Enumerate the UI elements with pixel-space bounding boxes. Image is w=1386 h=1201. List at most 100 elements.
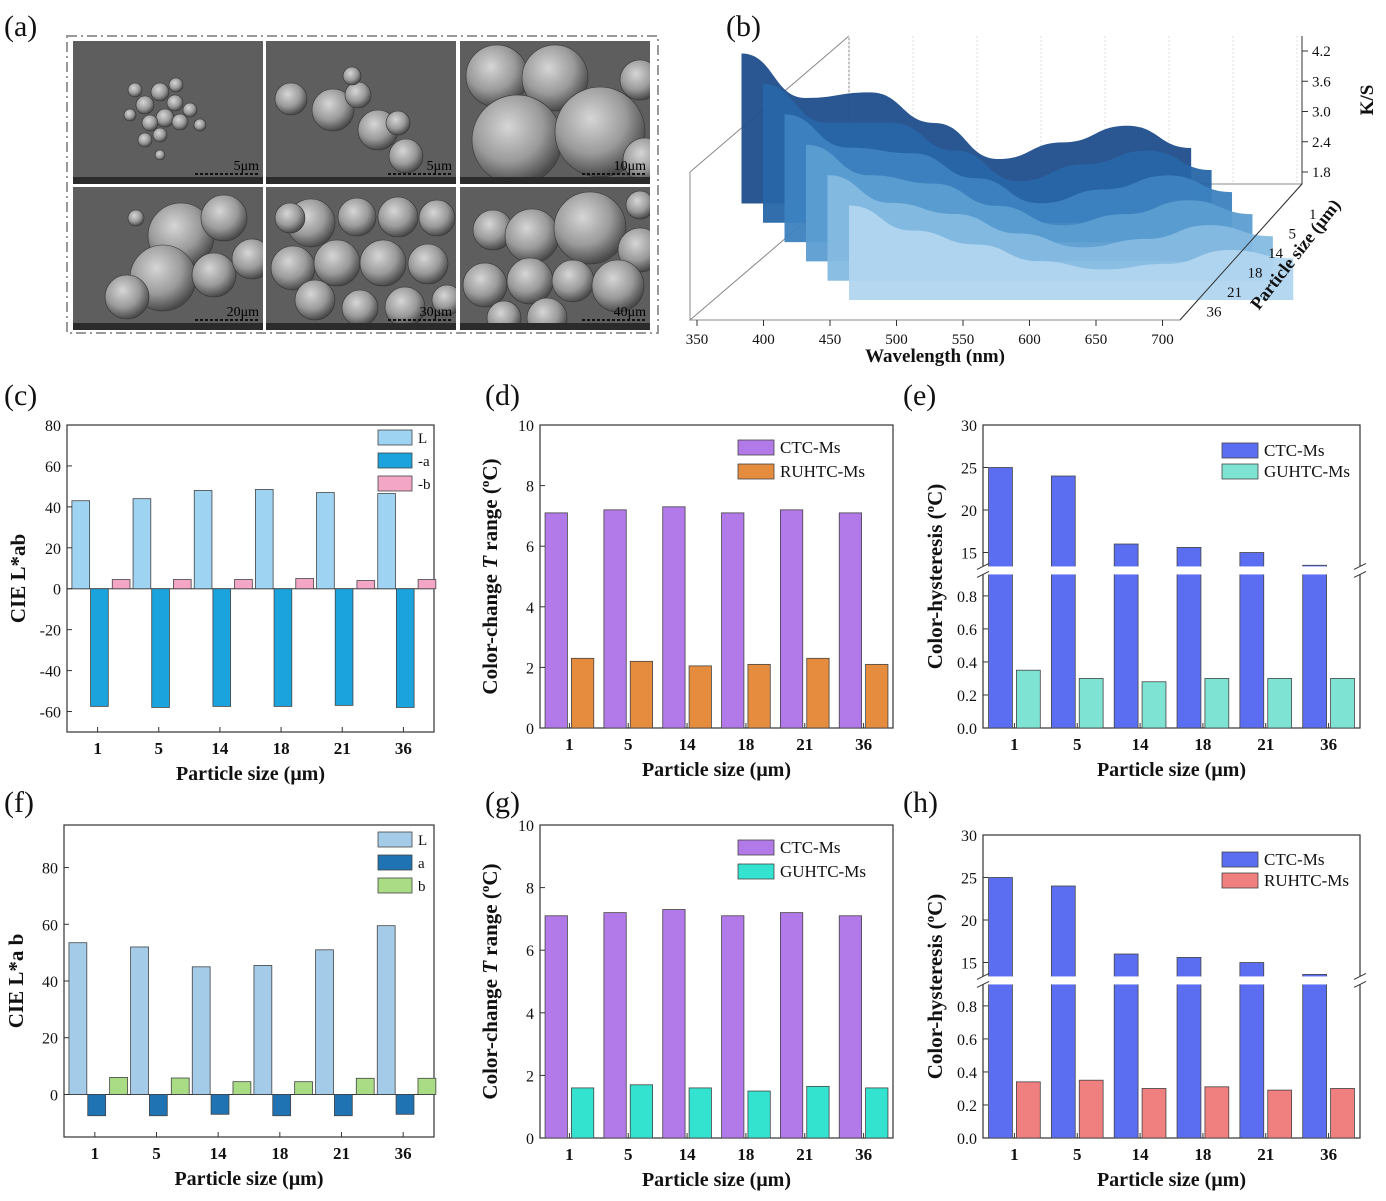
y-axis-title-part: C)	[478, 458, 502, 480]
bar-RUHTC-Ms-21	[1267, 1089, 1293, 1139]
y-tick-label: 2	[526, 1068, 534, 1085]
microsphere	[619, 59, 650, 101]
panel-label: (d)	[485, 379, 520, 412]
y-tick-label: 30	[961, 418, 977, 435]
bar-CTC-Ms-1	[544, 512, 568, 729]
ks-tick-label: 1.8	[1312, 165, 1331, 181]
x-axis-title: Particle size (μm)	[642, 759, 791, 781]
microsphere	[166, 94, 184, 112]
y-tick-label: 20	[42, 1031, 58, 1048]
microsphere	[388, 138, 424, 174]
legend-label-GUHTC-Ms: GUHTC-Ms	[1264, 462, 1350, 481]
y-tick-label: 20	[45, 541, 61, 558]
microsphere	[342, 66, 362, 86]
scale-bar-label: 10μm	[614, 159, 647, 174]
microsphere	[182, 102, 198, 118]
bar-CTC-Ms-14	[1113, 953, 1139, 1139]
y-tick-label: -40	[40, 664, 61, 681]
sem-micrograph: 5μm	[73, 41, 263, 184]
y-tick-label: 0	[53, 582, 61, 599]
bar-CTC-Ms-18	[721, 512, 745, 729]
y-tick-label: 0.6	[957, 622, 977, 639]
axis-break-gap	[977, 976, 1366, 985]
x-axis-title: Particle size (μm)	[1097, 759, 1246, 781]
y-axis-title-part: T	[478, 555, 502, 569]
sem-info-strip	[73, 177, 263, 184]
x-tick-label: 14	[1132, 1145, 1150, 1164]
y-axis-title-part: o	[477, 481, 492, 488]
bar-RUHTC-Ms-1	[571, 657, 595, 729]
microsphere	[154, 149, 166, 161]
ks-tick-label: 4.2	[1312, 44, 1331, 60]
y-axis-title: Color-hysteresis (oC)	[922, 484, 947, 670]
bar-GUHTC-Ms-18	[747, 1090, 771, 1139]
y-tick-label: -20	[40, 623, 61, 640]
x-tick-label: 18	[273, 739, 290, 758]
bar-CTC-Ms-1	[988, 467, 1013, 729]
x-tick-label: 1	[93, 739, 102, 758]
sem-particles	[104, 194, 263, 320]
microsphere	[462, 262, 508, 308]
panel-label: (f)	[4, 786, 34, 819]
y-tick-label: 0.4	[957, 1065, 977, 1082]
x-tick-label: 5	[1073, 1145, 1082, 1164]
x-tick-label: 5	[155, 739, 164, 758]
scale-bar-label: 5μm	[234, 159, 260, 174]
microsphere	[311, 88, 355, 132]
bar-CTC-Ms-5	[1050, 885, 1076, 1139]
axis-break-mark	[1353, 562, 1367, 570]
microsphere	[591, 259, 645, 313]
depth-axis	[1179, 183, 1303, 321]
x-tick-label: 500	[885, 332, 908, 348]
microsphere	[625, 190, 650, 220]
bar-GUHTC-Ms-21	[806, 1085, 830, 1139]
legend-label--b: -b	[418, 477, 431, 493]
y-tick-label: 0.8	[957, 589, 977, 606]
y-tick-label: 4	[526, 600, 534, 617]
x-tick-label: 1	[565, 1145, 574, 1164]
microsphere	[341, 289, 379, 327]
x-tick-label: 14	[1132, 735, 1150, 754]
bar-b-14	[232, 1081, 252, 1095]
x-tick-label: 5	[624, 1145, 633, 1164]
waterfall-area-36	[849, 205, 1294, 300]
microsphere	[127, 82, 143, 98]
sem-micrograph: 5μm	[266, 41, 456, 184]
x-tick-label: 36	[395, 1144, 412, 1163]
microsphere	[127, 209, 145, 227]
microsphere	[385, 110, 411, 136]
microsphere	[104, 274, 150, 320]
bar-L-21	[316, 492, 335, 590]
y-tick-label: 8	[526, 881, 534, 898]
bar--a-18	[273, 588, 293, 707]
microsphere	[193, 118, 207, 132]
bar--b-5	[173, 579, 192, 590]
microsphere	[506, 257, 554, 305]
microsphere	[504, 208, 560, 264]
legend-label-CTC-Ms: CTC-Ms	[1264, 850, 1324, 869]
microsphere	[135, 95, 155, 115]
y-tick-label: 6	[526, 539, 534, 556]
x-tick-label: 5	[624, 735, 633, 754]
plot-frame	[66, 424, 435, 733]
bar-CTC-Ms-1	[988, 877, 1013, 1139]
bar-CTC-Ms-21	[779, 912, 804, 1139]
sem-particles	[123, 77, 207, 161]
microsphere	[171, 113, 189, 131]
x-tick-label: 18	[271, 1144, 288, 1163]
x-tick-label: 450	[819, 332, 842, 348]
legend-label-RUHTC-Ms: RUHTC-Ms	[780, 462, 865, 481]
legend: Lab	[377, 831, 427, 895]
y-tick-label: 0.2	[957, 688, 977, 705]
bar--b-18	[295, 578, 314, 590]
y-tick-label: 2	[526, 660, 534, 677]
bar-L-18	[253, 965, 273, 1095]
bar-a-5	[149, 1094, 168, 1117]
microsphere	[150, 82, 170, 102]
bar-chart-h: 1 5 14 18 21 360.00.20.40.60.815202530Particl…	[922, 828, 1367, 1191]
depth-tick-label: 1	[1309, 207, 1317, 223]
bar-RUHTC-Ms-5	[629, 660, 654, 729]
microsphere	[337, 197, 377, 237]
bar-CTC-Ms-1	[544, 915, 568, 1139]
